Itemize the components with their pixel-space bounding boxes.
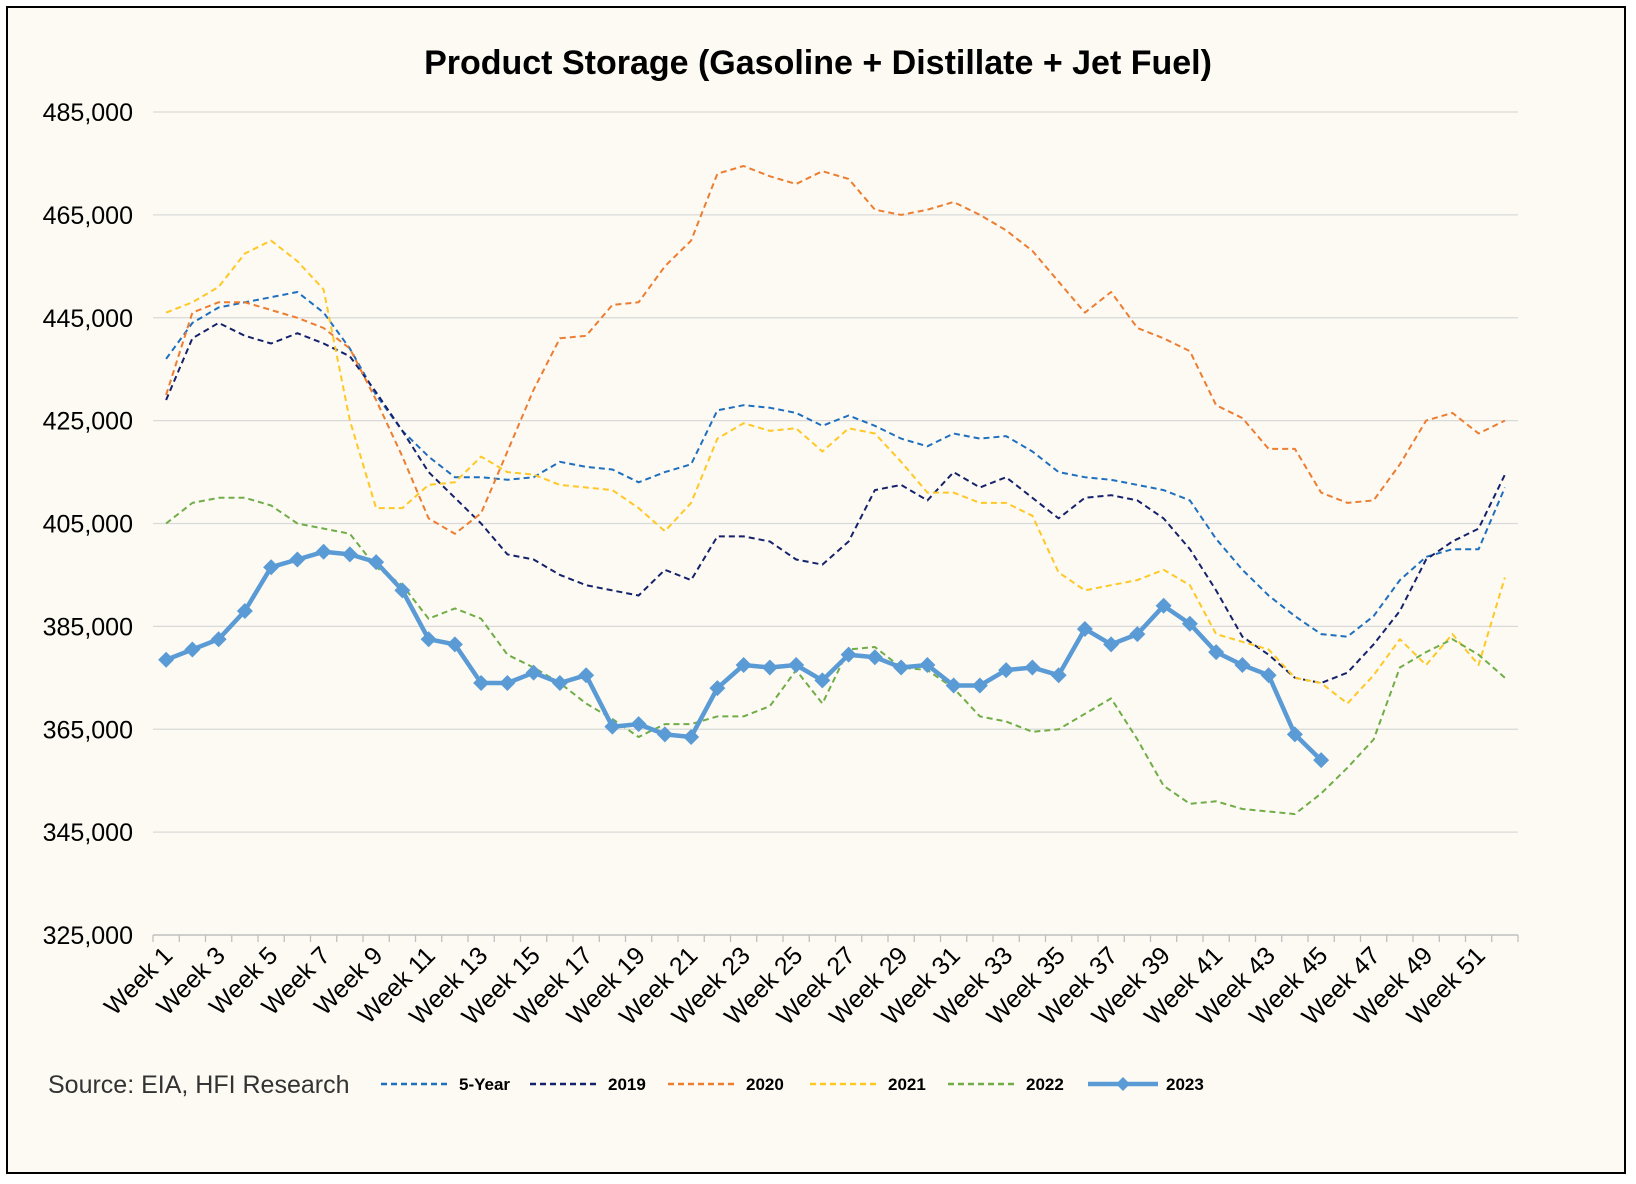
legend-label: 2020: [746, 1075, 784, 1094]
data-point: [394, 582, 411, 599]
series-2021: [165, 239, 1506, 705]
data-point: [1260, 667, 1277, 684]
data-point: [236, 602, 253, 619]
series-2019: [165, 321, 1506, 684]
series-line-2022: [165, 496, 1506, 816]
data-point: [1024, 659, 1041, 676]
data-point: [919, 656, 936, 673]
data-point: [420, 631, 437, 648]
data-point: [473, 674, 490, 691]
data-point: [1208, 644, 1225, 661]
data-point: [1050, 667, 1067, 684]
data-point: [1181, 615, 1198, 632]
data-point: [315, 543, 332, 560]
data-point: [158, 651, 175, 668]
y-tick-label: 465,000: [43, 202, 133, 230]
series-line-2020: [165, 165, 1506, 535]
y-tick-label: 345,000: [43, 819, 133, 847]
axis-layer: [152, 934, 1519, 942]
series-line-2021: [165, 239, 1506, 705]
data-point: [1103, 636, 1120, 653]
data-point: [866, 649, 883, 666]
data-point: [735, 656, 752, 673]
legend-label: 2019: [608, 1075, 646, 1094]
data-point: [656, 726, 673, 743]
data-point: [1286, 726, 1303, 743]
chart-frame: Product Storage (Gasoline + Distillate +…: [6, 6, 1626, 1174]
series-layer: [158, 165, 1506, 816]
legend-label: 5-Year: [459, 1075, 510, 1094]
data-point: [971, 677, 988, 694]
legend: 5-Year 2019 2020 2021 2022 2023: [381, 1075, 1204, 1094]
data-point: [788, 656, 805, 673]
series-2023: [158, 543, 1330, 769]
y-tick-label: 445,000: [43, 305, 133, 333]
legend-label: 2021: [888, 1075, 926, 1094]
y-tick-label: 325,000: [43, 922, 133, 950]
grid-layer: [153, 111, 1518, 833]
data-point: [341, 546, 358, 563]
y-tick-label: 385,000: [43, 613, 133, 641]
series-line-2019: [165, 321, 1506, 684]
source-note: Source: EIA, HFI Research: [48, 1071, 350, 1099]
legend-item-2022: 2022: [948, 1075, 1064, 1094]
chart-title: Product Storage (Gasoline + Distillate +…: [424, 44, 1212, 82]
data-point: [368, 554, 385, 571]
y-tick-label: 425,000: [43, 408, 133, 436]
data-point: [814, 672, 831, 689]
legend-marker: [1116, 1077, 1130, 1091]
data-point: [1076, 620, 1093, 637]
y-axis-tick-labels: 325,000 345,000 365,000 385,000 405,000 425,0…: [43, 99, 133, 950]
legend-item-2023: 2023: [1088, 1075, 1204, 1094]
legend-item-2021: 2021: [810, 1075, 926, 1094]
y-tick-label: 485,000: [43, 99, 133, 127]
chart-svg: Product Storage (Gasoline + Distillate +…: [43, 44, 1519, 1099]
data-point: [683, 728, 700, 745]
data-point: [630, 716, 647, 733]
data-point: [945, 677, 962, 694]
data-point: [709, 680, 726, 697]
data-point: [1234, 656, 1251, 673]
legend-item-2019: 2019: [530, 1075, 646, 1094]
data-point: [893, 659, 910, 676]
data-point: [998, 662, 1015, 679]
data-point: [1129, 626, 1146, 643]
legend-item-5-year: 5-Year: [381, 1075, 510, 1094]
data-point: [210, 631, 227, 648]
series-5-year: [165, 291, 1506, 638]
data-point: [604, 718, 621, 735]
data-point: [551, 674, 568, 691]
data-point: [184, 641, 201, 658]
data-point: [499, 674, 516, 691]
y-tick-label: 365,000: [43, 716, 133, 744]
data-point: [263, 559, 280, 576]
series-2020: [165, 165, 1506, 535]
legend-item-2020: 2020: [668, 1075, 784, 1094]
legend-label: 2022: [1026, 1075, 1064, 1094]
legend-label: 2023: [1166, 1075, 1204, 1094]
data-point: [1313, 752, 1330, 769]
data-point: [578, 667, 595, 684]
series-line-5-year: [165, 291, 1506, 638]
series-2022: [165, 496, 1506, 816]
data-point: [1155, 597, 1172, 614]
data-point: [446, 636, 463, 653]
data-point: [525, 664, 542, 681]
data-point: [840, 646, 857, 663]
y-tick-label: 405,000: [43, 511, 133, 539]
data-point: [289, 551, 306, 568]
data-point: [761, 659, 778, 676]
